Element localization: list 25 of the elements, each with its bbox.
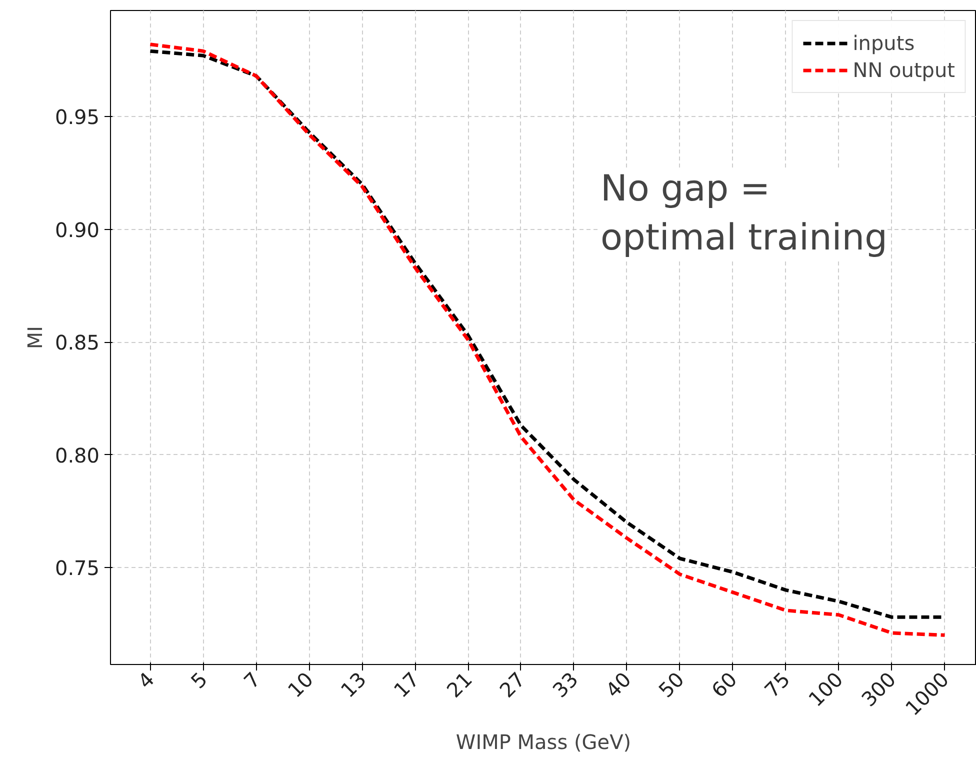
legend-label: NN output [852,58,955,82]
x-tick-label: 21 [442,667,477,702]
legend-label: inputs [852,31,915,55]
x-tick-label: 5 [186,667,212,694]
y-axis-title: MI [22,326,47,350]
x-tick-label: 7 [239,667,266,694]
x-tick-label: 60 [706,667,742,702]
x-tick-label: 17 [388,667,424,702]
x-tick-label: 4 [133,667,160,694]
x-tick-label: 13 [336,667,371,702]
x-tick-label: 40 [600,667,636,702]
x-tick-label: 27 [494,667,530,702]
y-tick-label: 0.95 [54,104,100,129]
y-tick-label: 0.90 [54,218,100,242]
x-tick-label: 300 [856,667,901,712]
x-axis-title: WIMP Mass (GeV) [456,730,632,754]
x-tick-label: 10 [282,667,318,702]
annotation: No gap = optimal training [600,168,888,259]
x-tick-label: 50 [654,667,689,702]
y-tick-label: 0.80 [54,443,100,468]
x-tick-label: 100 [804,667,848,712]
x-tick-label: 75 [760,667,795,702]
y-tick-label: 0.75 [54,556,100,580]
y-tick-label: 0.85 [54,330,100,355]
x-tick-label: 33 [548,667,583,702]
